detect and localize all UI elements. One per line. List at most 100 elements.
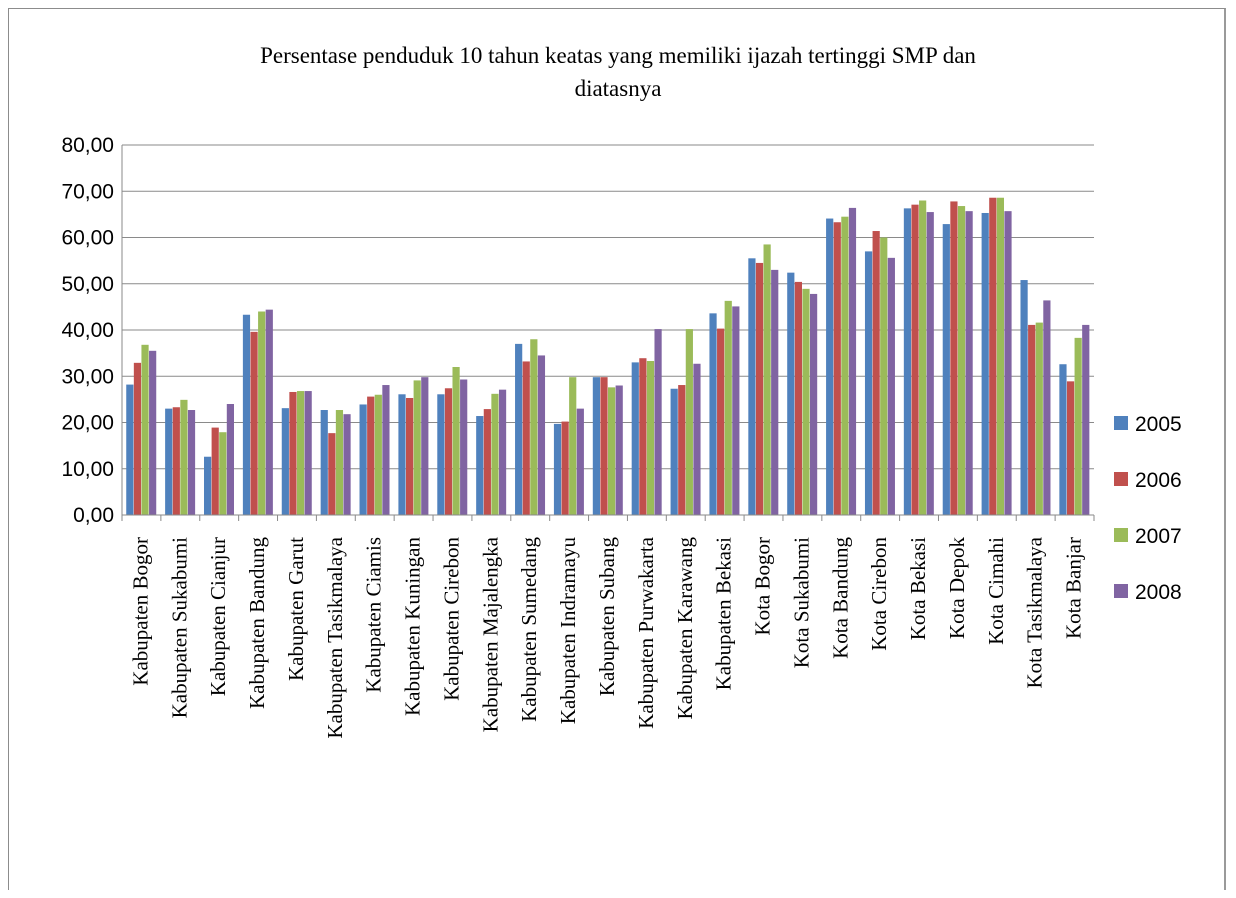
bar-2006 [444, 388, 453, 515]
bar-2006 [483, 409, 491, 515]
bar-2005 [942, 224, 950, 515]
bar-2006 [950, 201, 958, 515]
bar-2005 [787, 272, 795, 515]
x-tick-label: Kabupaten Cianjur [206, 537, 230, 696]
x-tick-label: Kabupaten Majalengka [478, 536, 502, 732]
legend-label-2007: 2007 [1135, 525, 1182, 548]
x-tick-label: Kabupaten Bogor [128, 537, 152, 686]
bar-2008 [848, 207, 857, 515]
bar-2007 [1074, 337, 1082, 515]
bar-2008 [576, 408, 584, 516]
bar-2005 [903, 208, 912, 516]
bar-2007 [374, 394, 382, 515]
bar-2007 [413, 380, 421, 515]
bar-2007 [180, 399, 188, 515]
bar-2007 [569, 377, 577, 515]
bar-2007 [530, 339, 538, 515]
bar-2007 [724, 300, 732, 515]
bar-2005 [204, 456, 212, 515]
bar-2008 [1082, 324, 1090, 515]
bar-2006 [717, 328, 725, 515]
y-tick-label: 50,00 [61, 273, 114, 296]
bar-2008 [1043, 300, 1051, 515]
bar-2005 [126, 384, 134, 515]
bar-2006 [872, 231, 880, 515]
legend-label-2008: 2008 [1135, 581, 1182, 604]
x-tick-label: Kabupaten Sumedang [517, 537, 541, 722]
y-tick-label: 60,00 [61, 227, 114, 250]
bar-2008 [226, 404, 234, 515]
y-axis-ticks: 0,00 10,00 20,00 30,00 40,00 50,00 60,00 70,00 8… [61, 134, 114, 527]
bar-2006 [522, 361, 530, 515]
bar-2006 [250, 331, 258, 515]
x-tick-label: Kota Bogor [751, 537, 775, 636]
bar-2006 [172, 407, 180, 515]
bar-2005 [437, 394, 445, 515]
x-tick-label: Kabupaten Indramayu [556, 537, 580, 725]
x-tick-label: Kota Bekasi [906, 537, 930, 640]
y-tick-label: 20,00 [61, 412, 114, 435]
bar-2007 [219, 432, 227, 515]
chart-title-line-2: diatasnya [575, 76, 662, 101]
x-tick-label: Kota Cimahi [984, 537, 1008, 645]
x-tick-label: Kabupaten Bandung [245, 537, 269, 710]
bar-2007 [841, 216, 849, 515]
x-tick-label: Kota Depok [945, 537, 969, 640]
bar-2008 [615, 385, 623, 515]
bar-2007 [258, 311, 266, 515]
x-tick-label: Kabupaten Subang [595, 537, 619, 697]
bar-2007 [646, 360, 655, 515]
bar-2008 [1004, 211, 1012, 515]
x-tick-label: Kota Sukabumi [789, 537, 813, 668]
bar-2005 [476, 416, 484, 515]
bar-2008 [149, 350, 157, 515]
chart-frame: Persentase penduduk 10 tahun keatas yang… [8, 8, 1226, 890]
bar-2006 [600, 377, 608, 515]
legend-swatch-2008 [1114, 584, 1128, 598]
legend-swatch-2005 [1114, 416, 1128, 430]
bar-2005 [359, 404, 367, 515]
bar-2008 [265, 309, 273, 515]
bar-2006 [367, 396, 375, 515]
y-tick-label: 10,00 [61, 458, 114, 481]
bar-2007 [1035, 322, 1043, 515]
bar-2006 [794, 281, 802, 515]
bar-2008 [304, 391, 312, 515]
bar-2006 [561, 421, 569, 515]
bar-2007 [296, 391, 305, 515]
y-tick-label: 40,00 [61, 319, 114, 342]
x-tick-label: Kabupaten Cirebon [440, 537, 464, 701]
y-tick-label: 30,00 [61, 365, 114, 388]
x-tick-label: Kabupaten Ciamis [362, 537, 386, 693]
x-tick-label: Kota Tasikmalaya [1023, 536, 1047, 688]
bar-2007 [880, 237, 888, 515]
x-tick-label: Kabupaten Bekasi [712, 537, 736, 691]
bar-2006 [133, 362, 142, 515]
bar-2005 [670, 388, 678, 515]
bar-2005 [592, 377, 600, 515]
bar-2006 [406, 397, 414, 515]
bar-2007 [491, 393, 499, 515]
bar-2005 [1020, 280, 1028, 515]
x-tick-label: Kabupaten Purwakarta [634, 536, 658, 729]
x-axis-ticks: Kabupaten Bogor Kabupaten Sukabumi Kabupat… [128, 536, 1085, 738]
bar-2008 [382, 385, 390, 515]
x-tick-label: Kabupaten Tasikmalaya [323, 536, 347, 738]
x-tick-label: Kota Bandung [828, 537, 852, 659]
bar-2006 [1066, 381, 1075, 515]
bar-2007 [452, 367, 460, 515]
legend-label-2005: 2005 [1135, 413, 1182, 436]
chart-title-line-1: Persentase penduduk 10 tahun keatas yang… [260, 43, 976, 68]
bar-2008 [887, 257, 895, 515]
bar-2007 [996, 197, 1004, 516]
bar-2006 [755, 262, 764, 515]
bar-2007 [335, 410, 344, 515]
x-tick-label: Kabupaten Garut [284, 537, 308, 681]
bar-2005 [748, 258, 756, 515]
y-tick-label: 70,00 [61, 180, 114, 203]
bar-2008 [771, 269, 779, 516]
legend-label-2006: 2006 [1135, 469, 1182, 492]
bar-chart: Persentase penduduk 10 tahun keatas yang… [61, 43, 1182, 739]
bar-2007 [763, 244, 771, 515]
bar-2008 [460, 379, 468, 515]
